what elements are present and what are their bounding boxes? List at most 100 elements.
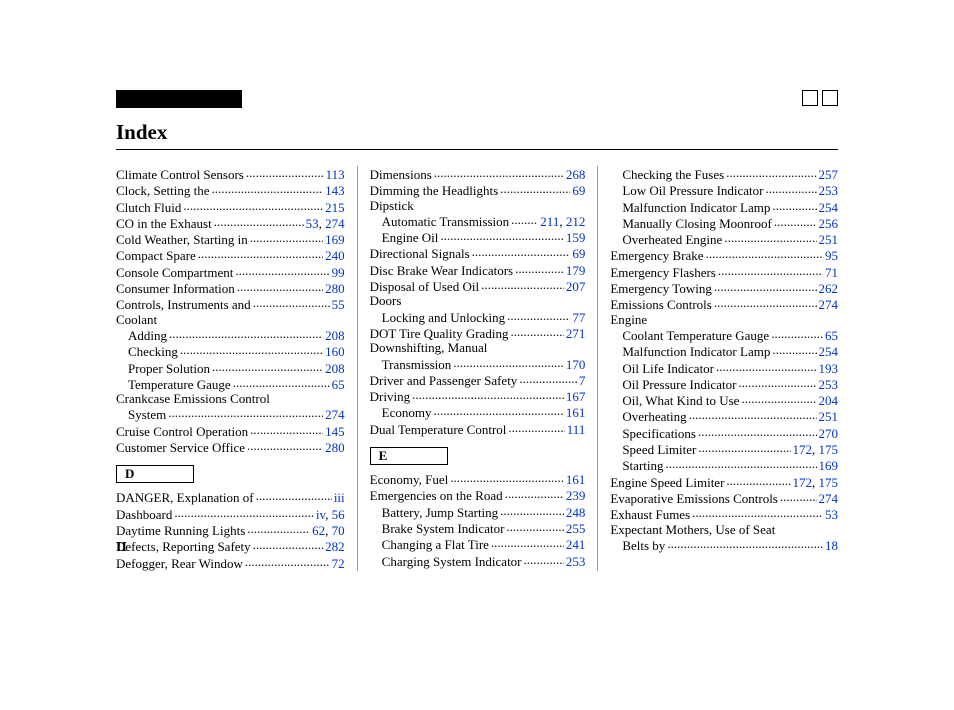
- index-entry-label: Temperature Gauge: [116, 378, 231, 392]
- index-page-link[interactable]: 280: [325, 281, 345, 296]
- index-page-link[interactable]: 145: [325, 424, 345, 439]
- index-page-link[interactable]: 175: [819, 475, 839, 490]
- index-page-link[interactable]: 254: [819, 344, 839, 359]
- index-page-link[interactable]: 169: [819, 458, 839, 473]
- index-page-link[interactable]: 215: [325, 200, 345, 215]
- index-page-link[interactable]: 169: [325, 232, 345, 247]
- index-page-link[interactable]: 170: [566, 357, 586, 372]
- index-entry-pages: 145: [325, 425, 345, 439]
- index-leader-dots: [698, 425, 817, 438]
- index-page-link[interactable]: 111: [567, 422, 586, 437]
- index-page-link[interactable]: 207: [566, 279, 586, 294]
- index-page-link[interactable]: 161: [566, 472, 586, 487]
- index-entry: Engine Speed Limiter172, 175: [610, 474, 838, 490]
- index-entry: Transmission170: [370, 356, 586, 372]
- index-entry: Driving167: [370, 388, 586, 404]
- index-page-link[interactable]: 240: [325, 248, 345, 263]
- index-page-link[interactable]: 274: [819, 297, 839, 312]
- index-page-link[interactable]: 208: [325, 328, 345, 343]
- index-entry-label: Engine: [610, 313, 647, 327]
- index-page-link[interactable]: 159: [566, 230, 586, 245]
- index-page-link[interactable]: 241: [566, 537, 586, 552]
- index-page-link[interactable]: 62: [312, 523, 325, 538]
- index-entry: Emergency Towing262: [610, 280, 838, 296]
- index-page-link[interactable]: 56: [332, 507, 345, 522]
- index-page-link[interactable]: 167: [566, 389, 586, 404]
- index-page-link[interactable]: 274: [819, 491, 839, 506]
- index-page-link[interactable]: 204: [819, 393, 839, 408]
- index-page-link[interactable]: 72: [332, 556, 345, 571]
- crop-mark-squares: [802, 90, 838, 108]
- index-leader-dots: [500, 504, 564, 517]
- index-page-link[interactable]: 270: [819, 426, 839, 441]
- index-leader-dots: [433, 404, 563, 417]
- index-page-link[interactable]: 282: [325, 539, 345, 554]
- index-page-link[interactable]: 253: [819, 377, 839, 392]
- index-entry-pages: 274: [325, 408, 345, 422]
- index-page-link[interactable]: 251: [819, 232, 839, 247]
- index-page-link[interactable]: 69: [572, 183, 585, 198]
- index-page-link[interactable]: 239: [566, 488, 586, 503]
- crop-mark-square: [822, 90, 838, 106]
- index-page-link[interactable]: 255: [566, 521, 586, 536]
- index-page-link[interactable]: 254: [819, 200, 839, 215]
- index-page-link[interactable]: 53: [825, 507, 838, 522]
- index-page-link[interactable]: 211: [540, 214, 559, 229]
- index-page-link[interactable]: 65: [825, 328, 838, 343]
- index-page-link[interactable]: 179: [566, 263, 586, 278]
- index-leader-dots: [718, 264, 823, 277]
- index-page-link[interactable]: 99: [332, 265, 345, 280]
- index-page-link[interactable]: 113: [326, 167, 345, 182]
- index-page-link[interactable]: 7: [579, 373, 586, 388]
- index-page-link[interactable]: 161: [566, 405, 586, 420]
- index-entry-pages: 248: [566, 506, 586, 520]
- index-entry-label: Daytime Running Lights: [116, 524, 245, 538]
- index-entry-label: Oil Pressure Indicator: [610, 378, 736, 392]
- index-entry-pages: 254: [819, 201, 839, 215]
- index-page-link[interactable]: 212: [566, 214, 586, 229]
- index-page-link[interactable]: 69: [572, 246, 585, 261]
- index-page-link[interactable]: 53: [306, 216, 319, 231]
- index-entry-label: Dimming the Headlights: [370, 184, 499, 198]
- index-page-link[interactable]: 70: [332, 523, 345, 538]
- index-page-link[interactable]: 172: [793, 442, 813, 457]
- index-page-link[interactable]: 18: [825, 538, 838, 553]
- index-entry-pages: 69: [572, 247, 585, 261]
- index-entry-label: Evaporative Emissions Controls: [610, 492, 778, 506]
- index-page-link[interactable]: iv: [316, 507, 325, 522]
- index-page-link[interactable]: 251: [819, 409, 839, 424]
- index-page-link[interactable]: 143: [325, 183, 345, 198]
- index-entry: Locking and Unlocking77: [370, 309, 586, 325]
- index-page-link[interactable]: 262: [819, 281, 839, 296]
- index-entry-label: Clutch Fluid: [116, 201, 181, 215]
- index-page-link[interactable]: 160: [325, 344, 345, 359]
- index-page-link[interactable]: 280: [325, 440, 345, 455]
- index-page-link[interactable]: 257: [819, 167, 839, 182]
- index-page-link[interactable]: 55: [332, 297, 345, 312]
- index-page-link[interactable]: 268: [566, 167, 586, 182]
- index-leader-dots: [450, 471, 564, 484]
- index-page-link[interactable]: 274: [325, 216, 345, 231]
- index-leader-dots: [738, 376, 816, 389]
- index-page-link[interactable]: 256: [819, 216, 839, 231]
- index-page-link[interactable]: iii: [334, 490, 345, 505]
- index-page-link[interactable]: 271: [566, 326, 586, 341]
- index-page-link[interactable]: 253: [819, 183, 839, 198]
- index-page-link[interactable]: 65: [332, 377, 345, 392]
- index-page-link[interactable]: 172: [793, 475, 813, 490]
- index-page-link[interactable]: 208: [325, 361, 345, 376]
- index-entry-pages: 256: [819, 217, 839, 231]
- index-page-link[interactable]: 77: [572, 310, 585, 325]
- index-page-link[interactable]: 274: [325, 407, 345, 422]
- index-page-link[interactable]: 248: [566, 505, 586, 520]
- index-entry: Compact Spare240: [116, 247, 345, 263]
- index-page-link[interactable]: 253: [566, 554, 586, 569]
- index-page-link[interactable]: 193: [819, 361, 839, 376]
- index-page-link[interactable]: 95: [825, 248, 838, 263]
- index-entry-pages: 65: [332, 378, 345, 392]
- index-entry-pages: 167: [566, 390, 586, 404]
- index-entry: DANGER, Explanation ofiii: [116, 489, 345, 505]
- index-page-link[interactable]: 175: [819, 442, 839, 457]
- index-leader-dots: [212, 182, 324, 195]
- index-page-link[interactable]: 71: [825, 265, 838, 280]
